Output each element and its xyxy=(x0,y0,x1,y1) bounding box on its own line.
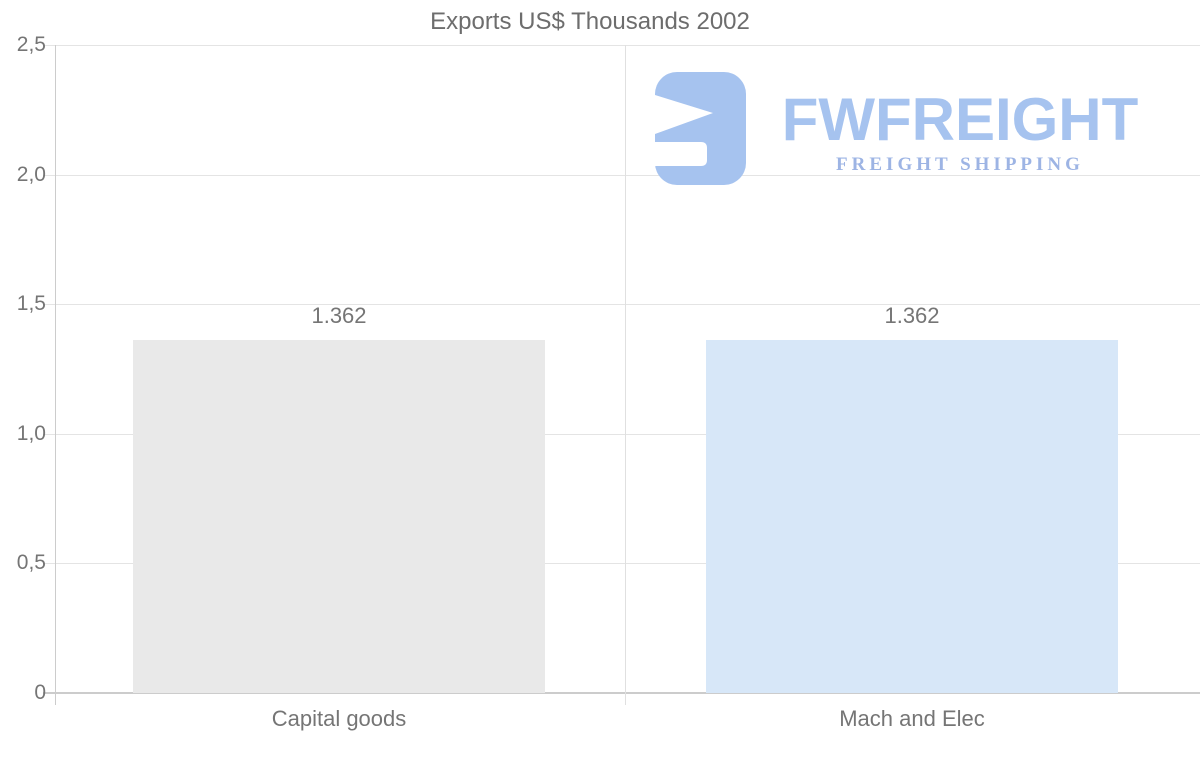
gridline-y-1,0 xyxy=(43,434,1200,435)
bar-value-label: 1.362 xyxy=(311,303,367,328)
xcat-label: Mach and Elec xyxy=(839,706,985,731)
ytick-label: 1,5 xyxy=(16,292,46,315)
ytick-label: 2,0 xyxy=(16,163,46,186)
gridline-y-1,5 xyxy=(43,304,1200,305)
chart-title: Exports US$ Thousands 2002 xyxy=(430,8,750,35)
ytick-label: 1,0 xyxy=(16,422,46,445)
fwfreight-logo: FWFREIGHT FREIGHT SHIPPING xyxy=(652,70,1152,190)
y-axis-line xyxy=(55,45,56,705)
gridline-y-2,5 xyxy=(43,45,1200,46)
ytick-label: 0,5 xyxy=(16,551,46,574)
fwfreight-logo-icon xyxy=(655,72,746,185)
gridline-y-2,0 xyxy=(43,175,1200,176)
ytick-label: 0 xyxy=(34,681,46,704)
bar-mach-and-elec xyxy=(706,340,1118,693)
category-separator-line xyxy=(625,45,626,705)
bar-value-label: 1.362 xyxy=(884,303,940,328)
x-axis-line xyxy=(43,692,1200,694)
logo-wordmark: FWFREIGHT xyxy=(781,86,1139,153)
gridline-y-0,5 xyxy=(43,563,1200,564)
bar-capital-goods xyxy=(133,340,545,693)
ytick-label: 2,5 xyxy=(16,33,46,56)
logo-tagline: FREIGHT SHIPPING xyxy=(836,154,1084,175)
xcat-label: Capital goods xyxy=(271,706,407,731)
